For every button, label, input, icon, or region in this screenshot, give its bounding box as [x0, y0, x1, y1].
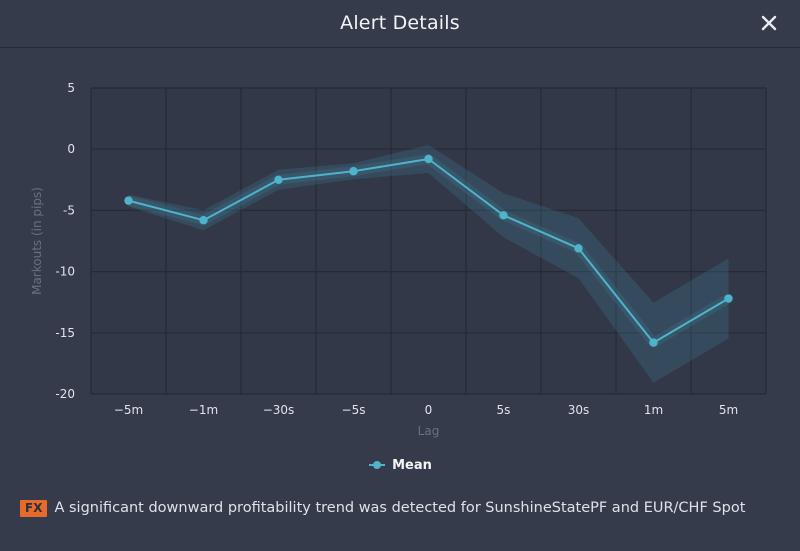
markouts-chart: 5 0 -5 -10 -15 -20 −5m −1m −30s −5s 0 5s 30s 1m 5m Lag M…: [30, 81, 767, 438]
line-marker-icon: [369, 461, 386, 469]
x-tick-label: −5m: [114, 403, 143, 417]
x-tick-label: 30s: [568, 403, 590, 417]
data-point: [724, 294, 733, 303]
alert-footer: FX A significant downward profitability …: [20, 497, 745, 519]
alert-message: A significant downward profitability tre…: [54, 500, 746, 516]
x-tick-label: −1m: [189, 403, 218, 417]
x-axis-label: Lag: [418, 424, 440, 438]
data-point: [274, 175, 283, 184]
legend-item-mean[interactable]: Mean: [368, 458, 432, 473]
y-tick-label: -10: [55, 265, 75, 279]
legend-label: Mean: [392, 457, 432, 473]
y-tick-label: -15: [55, 326, 75, 340]
data-point: [124, 196, 133, 205]
y-tick-label: 5: [67, 81, 75, 95]
dialog-title: Alert Details: [340, 12, 460, 34]
data-point: [349, 167, 358, 176]
dialog-header: Alert Details: [0, 0, 800, 48]
x-tick-label: 5s: [497, 403, 511, 417]
close-icon: [761, 15, 777, 31]
x-tick-label: 0: [425, 403, 433, 417]
fx-badge: FX: [20, 499, 48, 517]
data-point: [499, 211, 508, 220]
data-point: [574, 244, 583, 253]
data-point: [649, 338, 658, 347]
data-point: [424, 154, 433, 164]
x-tick-label: 5m: [719, 403, 738, 417]
y-tick-label: 0: [67, 142, 75, 156]
x-tick-label: −5s: [342, 403, 366, 417]
confidence-band: [128, 145, 729, 383]
y-tick-label: -20: [55, 387, 75, 401]
chart-legend: Mean: [0, 454, 800, 476]
x-tick-label: 1m: [644, 403, 663, 417]
x-tick-label: −30s: [263, 403, 295, 417]
y-axis-label: Markouts (in pips): [30, 187, 44, 295]
close-button[interactable]: [756, 10, 782, 36]
y-tick-label: -5: [63, 203, 75, 217]
data-point: [199, 215, 208, 225]
